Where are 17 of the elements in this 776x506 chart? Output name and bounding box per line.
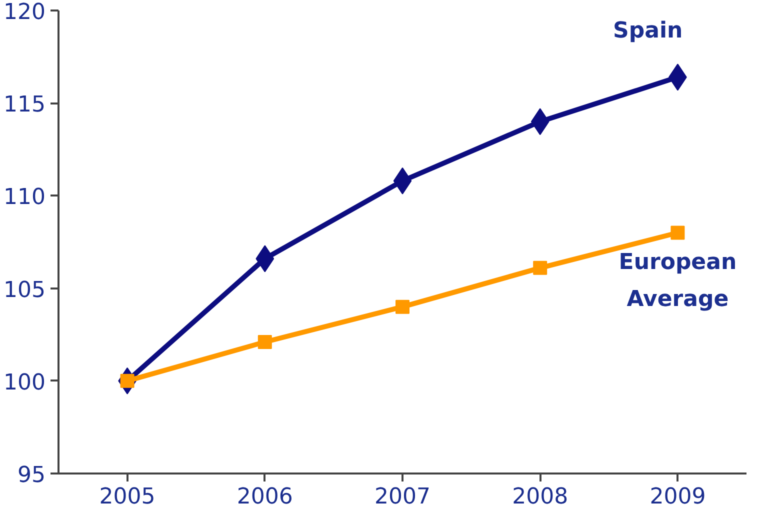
y-tick-label: 95	[18, 463, 46, 488]
y-tick-label: 110	[4, 185, 46, 210]
point	[258, 335, 272, 350]
x-tick-label: 2007	[374, 484, 431, 506]
y-tick-label: 105	[4, 278, 46, 303]
x-tick-label: 2008	[512, 484, 568, 506]
x-tick-label: 2005	[99, 484, 156, 506]
series-label: European Average	[618, 250, 737, 312]
series-label: Spain	[613, 18, 683, 44]
y-tick-label: 120	[4, 0, 46, 25]
point	[533, 260, 548, 275]
y-tick-label: 115	[4, 92, 46, 118]
point	[670, 226, 685, 240]
x-tick-label: 2009	[650, 484, 706, 506]
x-tick-label: 2006	[236, 484, 293, 506]
y-tick-label: 100	[4, 370, 46, 396]
point	[396, 300, 410, 314]
